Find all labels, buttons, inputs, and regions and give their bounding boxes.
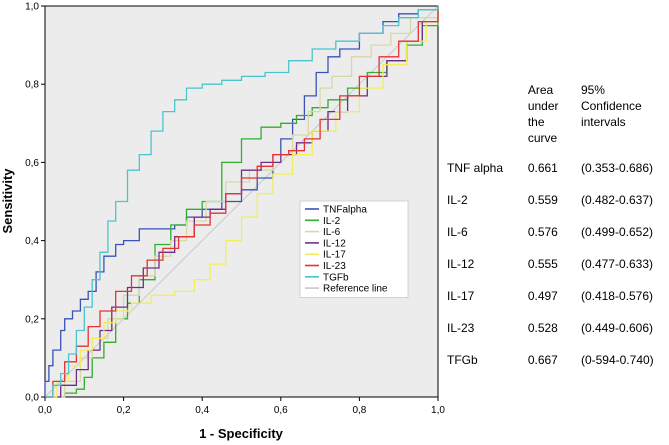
table-row: IL-2 0.559 (0.482-0.637) (447, 184, 669, 216)
table-row: IL-12 0.555 (0.477-0.633) (447, 248, 669, 280)
table-row: IL-6 0.576 (0.499-0.652) (447, 216, 669, 248)
legend-entry: IL-23 (323, 261, 346, 272)
marker-name-cell: IL-12 (447, 257, 475, 271)
ci-cell: (0.499-0.652) (580, 225, 653, 239)
auc-table: Area under the curve 95% Confidence inte… (447, 82, 669, 376)
legend-entry: IL-17 (323, 250, 346, 261)
marker-name-cell: IL-23 (447, 321, 475, 335)
ci-cell: (0.418-0.576) (580, 289, 653, 303)
table-row: TFGb 0.667 (0-594-0.740) (447, 344, 669, 376)
ci-cell: (0.353-0.686) (580, 161, 653, 175)
table-header-cell: Area under the curve (527, 83, 559, 145)
table-row: TNF alpha 0.661 (0.353-0.686) (447, 152, 669, 184)
marker-name-cell: TFGb (447, 353, 478, 367)
roc-curve-il-23 (45, 6, 439, 398)
y-tick-label: 1,0 (25, 2, 39, 13)
x-tick-label: 0,0 (38, 405, 52, 416)
legend-entry: IL-6 (323, 227, 341, 238)
marker-name-cell: IL-17 (447, 289, 475, 303)
table-row: IL-17 0.497 (0.418-0.576) (447, 280, 669, 312)
y-tick-label: 0,0 (25, 393, 39, 404)
roc-curve-il-17 (45, 6, 439, 398)
marker-name-cell: TNF alpha (447, 161, 504, 175)
auc-cell: 0.576 (527, 225, 558, 239)
y-tick-label: 0,8 (25, 80, 39, 91)
auc-cell: 0.661 (527, 161, 558, 175)
x-tick-label: 0,8 (352, 405, 366, 416)
marker-name-cell: IL-2 (447, 193, 468, 207)
legend-entry: TGFb (323, 272, 349, 283)
x-tick-label: 0,6 (274, 405, 288, 416)
x-axis-label: 1 - Specificity (199, 426, 284, 441)
auc-cell: 0.555 (527, 257, 558, 271)
roc-curve-tgfb (45, 6, 439, 398)
x-tick-label: 0,4 (195, 405, 209, 416)
table-header-cell: 95% Confidence intervals (580, 83, 642, 129)
auc-cell: 0.559 (527, 193, 558, 207)
x-tick-label: 0,2 (117, 405, 131, 416)
y-tick-label: 0,6 (25, 158, 39, 169)
marker-name-cell: IL-6 (447, 225, 468, 239)
legend-box (299, 200, 409, 298)
table-header-row: Area under the curve 95% Confidence inte… (447, 82, 669, 152)
x-tick-label: 1,0 (431, 405, 445, 416)
y-axis-label: Sensitivity (0, 168, 15, 234)
table-header-cell (447, 82, 528, 152)
ci-cell: (0.482-0.637) (580, 193, 653, 207)
legend: TNFalphaIL-2IL-6IL-12IL-17IL-23TGFbRefer… (299, 200, 409, 298)
ci-cell: (0.449-0.606) (580, 321, 653, 335)
auc-cell: 0.528 (527, 321, 558, 335)
legend-entry: IL-12 (323, 238, 346, 249)
legend-entry: IL-2 (323, 216, 341, 227)
ci-cell: (0.477-0.633) (580, 257, 653, 271)
table-row: IL-23 0.528 (0.449-0.606) (447, 312, 669, 344)
y-tick-label: 0,2 (25, 314, 39, 325)
legend-entry: Reference line (323, 284, 388, 295)
y-tick-label: 0,4 (25, 236, 39, 247)
auc-cell: 0.497 (527, 289, 558, 303)
legend-entry: TNFalpha (323, 205, 367, 216)
ci-cell: (0-594-0.740) (580, 353, 654, 367)
roc-curve-il-6 (45, 6, 439, 398)
auc-cell: 0.667 (527, 353, 558, 367)
